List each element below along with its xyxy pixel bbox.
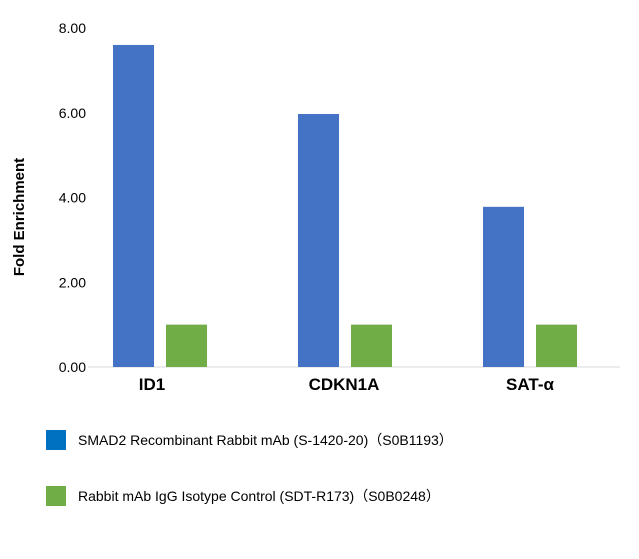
legend-swatch-blue (46, 430, 66, 450)
y-tick-label: 4.00 (59, 190, 86, 206)
legend-label-series-2: Rabbit mAb IgG Isotype Control (SDT-R173… (78, 488, 440, 504)
y-axis-ticks: 0.00 2.00 4.00 6.00 8.00 (59, 20, 86, 375)
y-tick-label: 6.00 (59, 105, 86, 121)
bars (113, 44, 577, 368)
bar-igg-2 (536, 324, 577, 367)
bar-igg-0 (166, 324, 207, 367)
bar-smad2-2 (483, 206, 524, 367)
legend-label-series-1: SMAD2 Recombinant Rabbit mAb (S-1420-20)… (78, 432, 453, 448)
x-category-label: SAT-α (506, 375, 554, 394)
legend-item-series-1: SMAD2 Recombinant Rabbit mAb (S-1420-20)… (46, 429, 453, 451)
bar-smad2-1 (298, 114, 339, 368)
legend-second: Rabbit mAb IgG Isotype Control (SDT-R173… (46, 485, 440, 507)
legend-swatch-green (46, 486, 66, 506)
y-tick-label: 8.00 (59, 20, 86, 36)
y-axis-label: Fold Enrichment (11, 158, 28, 276)
y-tick-label: 2.00 (59, 274, 86, 290)
bar-chart: 0.00 2.00 4.00 6.00 8.00 Fold Enrichment ID1… (11, 20, 620, 394)
x-category-label: ID1 (139, 375, 165, 394)
x-axis-categories: ID1 CDKN1A SAT-α (139, 375, 555, 394)
bar-smad2-0 (113, 44, 154, 367)
legend-item-series-2: Rabbit mAb IgG Isotype Control (SDT-R173… (46, 485, 440, 507)
y-tick-label: 0.00 (59, 359, 86, 375)
legend: SMAD2 Recombinant Rabbit mAb (S-1420-20)… (46, 429, 453, 451)
x-category-label: CDKN1A (309, 375, 380, 394)
bar-igg-1 (351, 324, 392, 367)
